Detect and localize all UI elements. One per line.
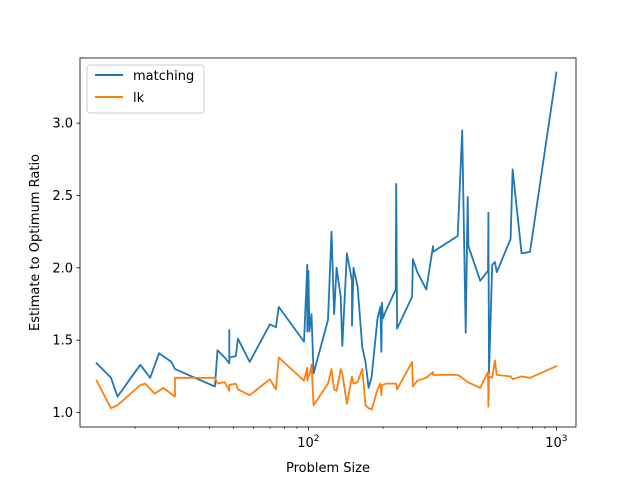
legend-label-lk: lk	[133, 91, 145, 106]
y-tick-label: 2.0	[52, 261, 73, 276]
x-axis-label: Problem Size	[286, 461, 370, 476]
y-tick-label: 1.5	[52, 334, 73, 349]
series-line-matching	[95, 71, 558, 398]
y-axis-ticks: 1.0 1.5 2.0 2.5 3.0	[52, 117, 80, 421]
y-tick-label: 2.5	[52, 189, 73, 204]
legend: matching lk	[86, 64, 205, 114]
plot-lines	[95, 71, 558, 411]
series-line-lk	[95, 356, 558, 411]
legend-box	[86, 64, 205, 114]
x-tick-label: 103	[545, 434, 567, 451]
x-axis-ticks: 102 103	[134, 427, 568, 451]
y-tick-label: 1.0	[52, 406, 73, 421]
y-axis-label: Estimate to Optimum Ratio	[28, 154, 43, 331]
x-tick-label: 102	[297, 434, 319, 451]
legend-label-matching: matching	[133, 69, 194, 84]
y-tick-label: 3.0	[52, 117, 73, 132]
plot-frame	[79, 57, 577, 428]
